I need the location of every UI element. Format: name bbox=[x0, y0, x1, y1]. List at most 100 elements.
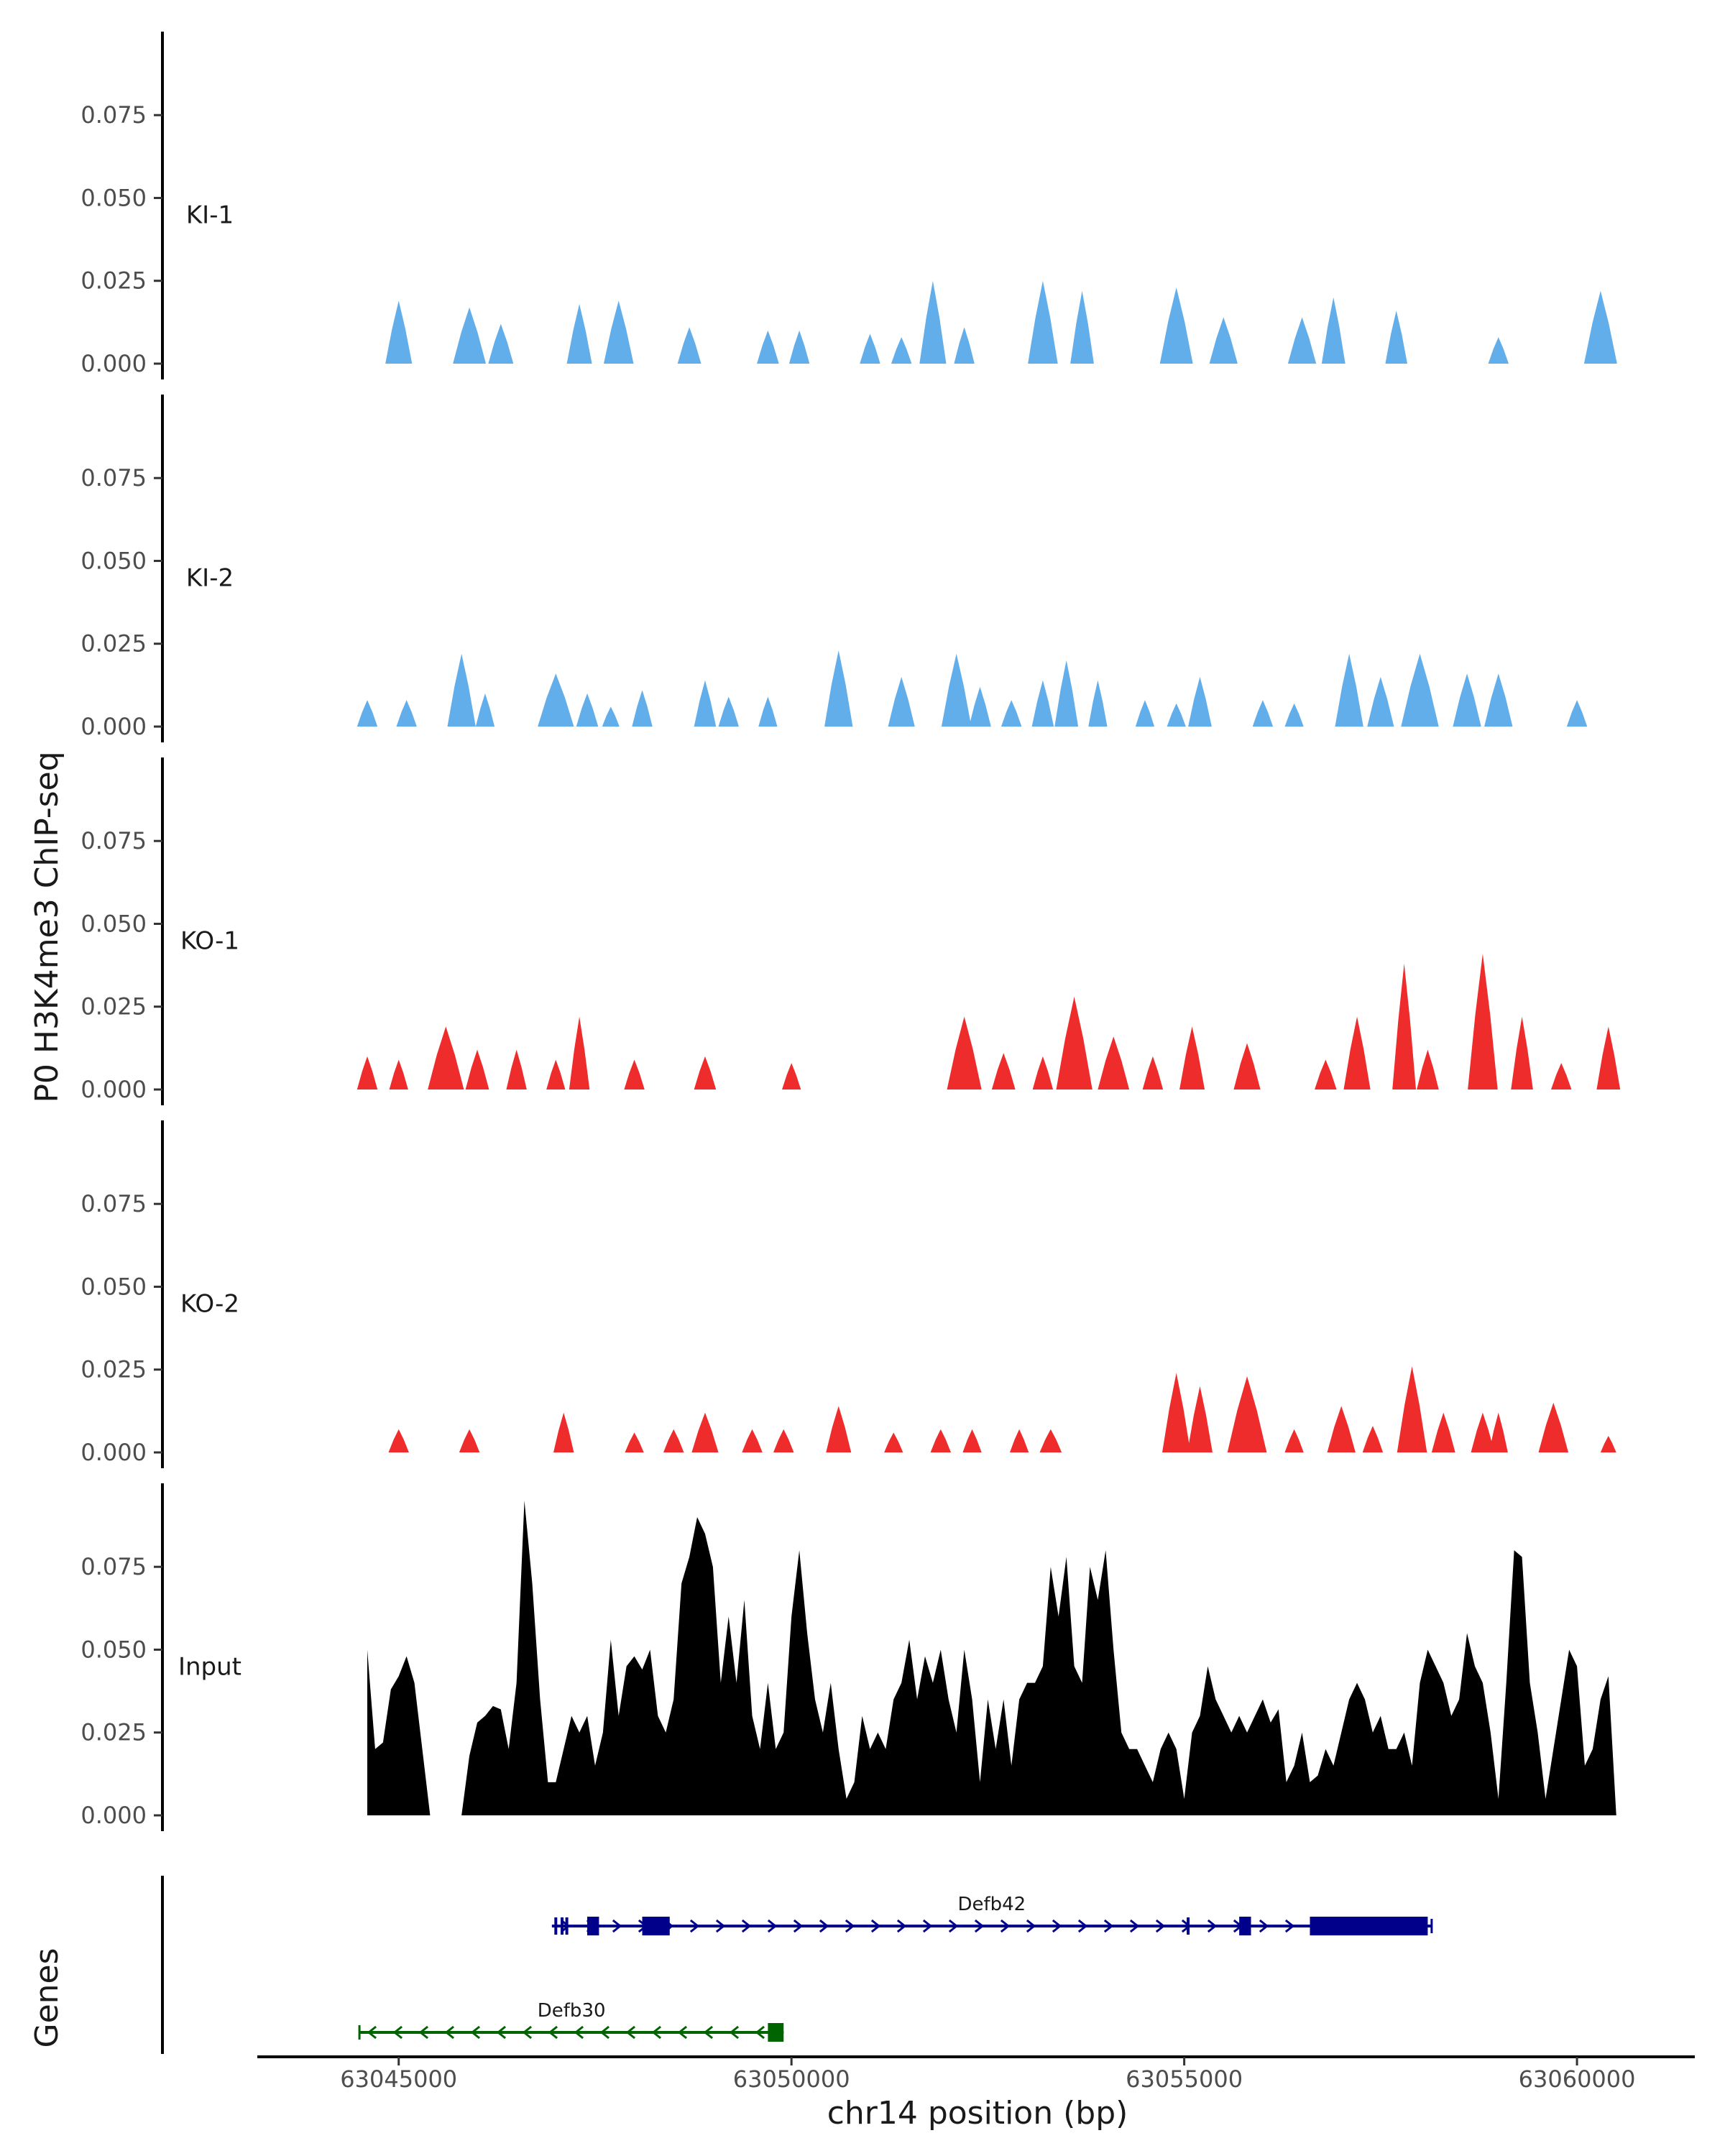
strand-arrow bbox=[1026, 1919, 1036, 1933]
track-input: 0.000 0.025 0.050 0.075 Input bbox=[80, 1483, 1616, 1831]
peak bbox=[962, 1429, 982, 1452]
peak bbox=[884, 1432, 903, 1452]
peak bbox=[1284, 1429, 1304, 1452]
y-tick-label: 0.075 bbox=[80, 464, 147, 492]
y-tick-label: 0.075 bbox=[80, 101, 147, 129]
peak bbox=[919, 280, 947, 364]
peak bbox=[1397, 1366, 1427, 1452]
peak bbox=[1287, 317, 1317, 364]
peak bbox=[742, 1429, 763, 1452]
peak bbox=[566, 304, 592, 364]
peak bbox=[1327, 1406, 1356, 1452]
y-tick-label: 0.050 bbox=[80, 910, 147, 937]
peak bbox=[888, 676, 915, 727]
strand-arrow bbox=[845, 1919, 855, 1933]
strand-arrow bbox=[418, 2025, 429, 2040]
strand-arrow bbox=[741, 1919, 752, 1933]
strand-arrow bbox=[677, 2025, 688, 2040]
peak bbox=[1054, 660, 1079, 727]
y-tick-label: 0.000 bbox=[80, 1076, 147, 1103]
strand-arrow bbox=[948, 1919, 959, 1933]
strand-arrow bbox=[392, 2025, 403, 2040]
strand-arrow bbox=[1129, 1919, 1140, 1933]
y-tick-label: 0.025 bbox=[80, 1356, 147, 1383]
peak bbox=[1538, 1402, 1569, 1452]
y-tick-label: 0.025 bbox=[80, 267, 147, 295]
peak bbox=[465, 1049, 489, 1089]
peak bbox=[1167, 703, 1186, 727]
strand-arrow bbox=[625, 2025, 636, 2040]
peak bbox=[663, 1429, 684, 1452]
strand-arrow bbox=[922, 1919, 933, 1933]
peak bbox=[1233, 1043, 1261, 1089]
strand-arrow bbox=[1207, 1919, 1218, 1933]
strand-arrow bbox=[548, 2025, 558, 2040]
peak bbox=[1362, 1426, 1384, 1452]
peak bbox=[632, 690, 653, 727]
track-panels: 0.0000.0250.0500.075KI-10.0000.0250.0500… bbox=[80, 32, 1621, 1831]
peak bbox=[1032, 1056, 1054, 1089]
x-axis-title: chr14 position (bp) bbox=[827, 2095, 1128, 2132]
peak bbox=[1142, 1056, 1164, 1089]
track-ki-1: 0.000 0.025 0.050 0.075 KI-1 bbox=[80, 32, 1617, 379]
gene-defb30: Defb30 bbox=[358, 2000, 784, 2042]
track-ko-1: 0.000 0.025 0.050 0.075 KO-1 bbox=[80, 757, 1621, 1105]
peak bbox=[388, 1429, 409, 1452]
gene-label: Defb30 bbox=[538, 2000, 606, 2022]
y-tick-label: 0.025 bbox=[80, 1719, 147, 1746]
peak bbox=[453, 307, 487, 364]
peak bbox=[1600, 1435, 1616, 1452]
strand-arrow bbox=[522, 2025, 533, 2040]
x-tick-label: 63055000 bbox=[1126, 2065, 1243, 2093]
strand-arrow bbox=[755, 2025, 765, 2040]
peak bbox=[385, 300, 413, 364]
peak bbox=[1596, 1026, 1621, 1089]
peak bbox=[826, 1406, 852, 1452]
x-tick-label: 63045000 bbox=[340, 2065, 457, 2093]
strand-arrow bbox=[689, 1919, 700, 1933]
strand-arrow bbox=[1052, 1919, 1062, 1933]
peak bbox=[447, 653, 476, 727]
peak bbox=[389, 1059, 408, 1089]
y-tick-label: 0.050 bbox=[80, 1273, 147, 1300]
peak bbox=[1056, 996, 1092, 1089]
peak bbox=[773, 1429, 794, 1452]
peak bbox=[947, 1016, 982, 1089]
peak bbox=[1511, 1016, 1533, 1089]
peak bbox=[1135, 700, 1155, 727]
peak bbox=[396, 700, 417, 727]
peak bbox=[1321, 297, 1346, 364]
strand-arrow bbox=[974, 1919, 985, 1933]
track-label: KI-2 bbox=[186, 564, 234, 593]
peak bbox=[428, 1026, 464, 1089]
peak bbox=[1367, 676, 1394, 727]
peak bbox=[1583, 290, 1617, 364]
peak bbox=[1088, 680, 1108, 727]
peak bbox=[1227, 1376, 1267, 1452]
peak bbox=[1417, 1049, 1439, 1089]
strand-arrow bbox=[574, 2025, 584, 2040]
peak bbox=[1489, 1412, 1508, 1452]
peak bbox=[1392, 963, 1417, 1089]
peak bbox=[891, 337, 912, 364]
peak bbox=[1468, 953, 1498, 1089]
gene-label: Defb42 bbox=[957, 1894, 1026, 1915]
track-ki-2: 0.000 0.025 0.050 0.075 KI-2 bbox=[80, 395, 1588, 742]
peak bbox=[1401, 653, 1439, 727]
strand-arrow bbox=[1000, 1919, 1011, 1933]
y-tick-label: 0.050 bbox=[80, 184, 147, 211]
peak bbox=[1343, 1016, 1371, 1089]
strand-arrow bbox=[715, 1919, 726, 1933]
peak bbox=[930, 1429, 952, 1452]
strand-arrow bbox=[1155, 1919, 1166, 1933]
genes-panel: Defb42 Defb30 bbox=[161, 1876, 1433, 2054]
peak bbox=[356, 1056, 378, 1089]
peak bbox=[758, 696, 778, 727]
peak bbox=[677, 327, 702, 364]
strand-arrow bbox=[651, 2025, 662, 2040]
gene-defb42: Defb42 bbox=[551, 1894, 1433, 1935]
peak bbox=[991, 1053, 1016, 1089]
y-tick-label: 0.025 bbox=[80, 993, 147, 1021]
track-label: KO-2 bbox=[180, 1290, 239, 1319]
